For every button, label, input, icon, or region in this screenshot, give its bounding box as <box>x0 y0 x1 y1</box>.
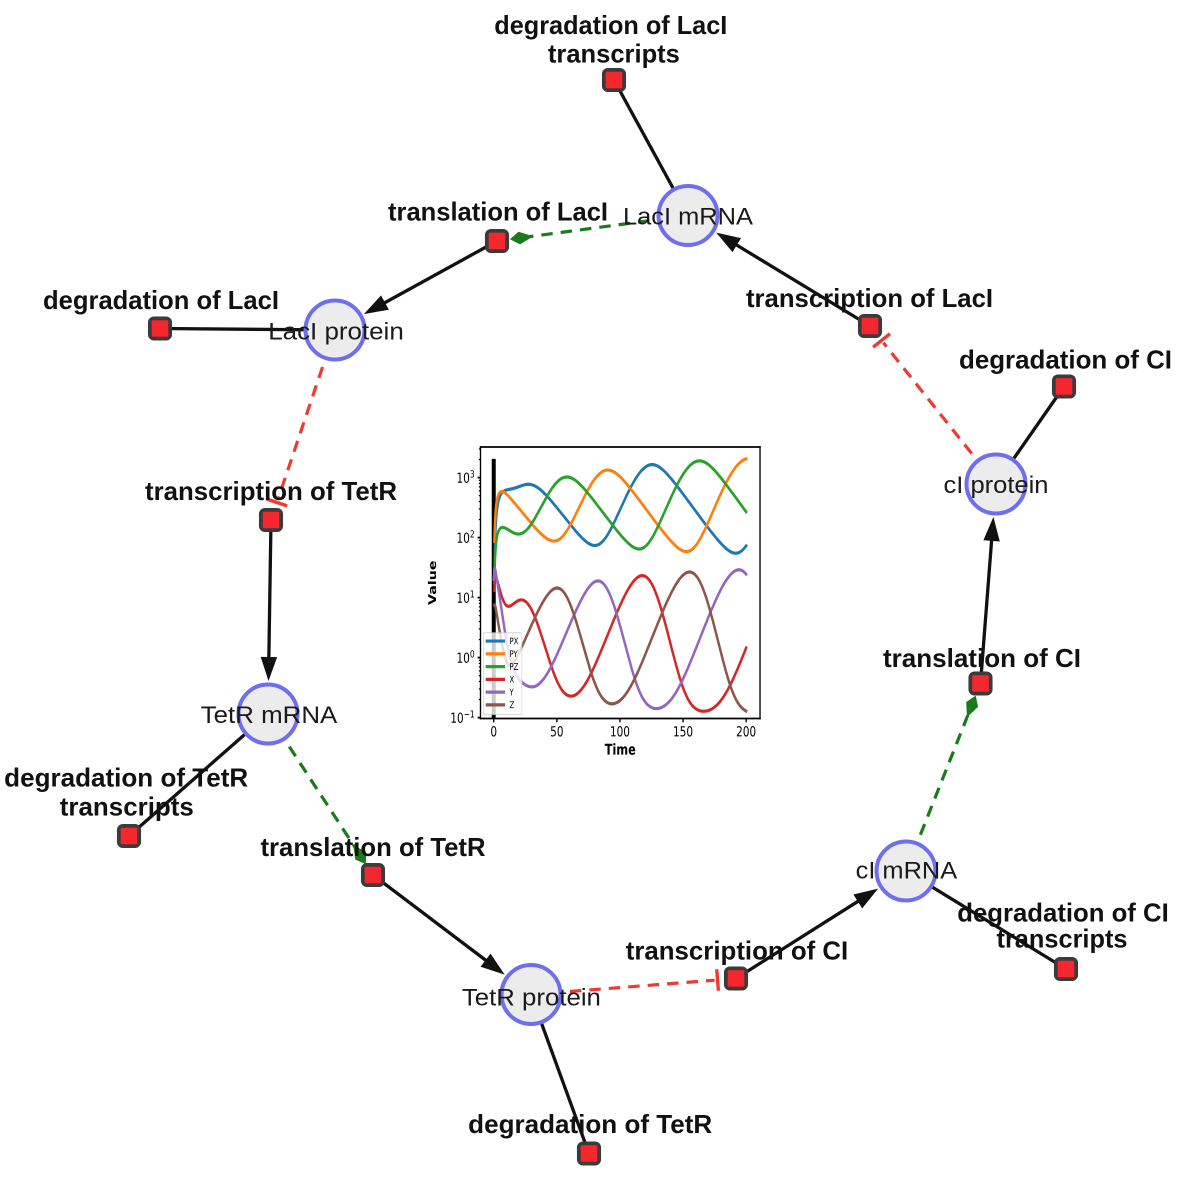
svg-text:TetR mRNA: TetR mRNA <box>201 702 338 729</box>
svg-text:degradation of LacI: degradation of LacI <box>43 285 279 315</box>
svg-text:degradation of LacI: degradation of LacI <box>494 10 727 40</box>
svg-text:TetR protein: TetR protein <box>462 985 601 1012</box>
svg-text:transcription of CI: transcription of CI <box>626 936 849 966</box>
svg-text:transcription of TetR: transcription of TetR <box>145 476 397 506</box>
svg-text:cI protein: cI protein <box>944 472 1049 499</box>
svg-text:degradation of TetR: degradation of TetR <box>468 1109 712 1139</box>
svg-text:degradation of CI: degradation of CI <box>959 345 1172 375</box>
svg-text:translation of CI: translation of CI <box>883 643 1081 673</box>
svg-text:translation of TetR: translation of TetR <box>261 832 486 862</box>
svg-text:degradation of CI: degradation of CI <box>957 898 1169 928</box>
svg-text:translation of LacI: translation of LacI <box>388 196 608 226</box>
svg-text:degradation of TetR: degradation of TetR <box>4 762 248 792</box>
svg-text:transcripts: transcripts <box>997 923 1128 953</box>
svg-text:LacI mRNA: LacI mRNA <box>623 204 753 231</box>
svg-text:transcription of LacI: transcription of LacI <box>746 283 993 313</box>
svg-text:cI mRNA: cI mRNA <box>856 858 958 885</box>
svg-text:transcripts: transcripts <box>60 791 194 821</box>
svg-text:transcripts: transcripts <box>548 39 680 69</box>
svg-text:LacI protein: LacI protein <box>268 319 404 346</box>
